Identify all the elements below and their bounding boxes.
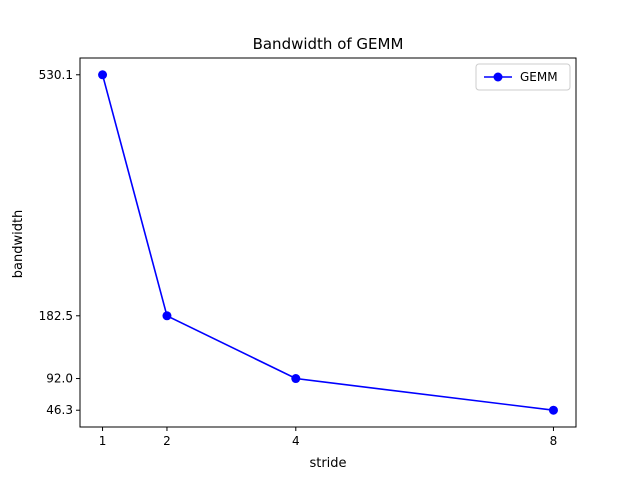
axes-frame (79, 57, 577, 428)
chart-title: Bandwidth of GEMM (253, 35, 404, 53)
x-tick-label: 2 (163, 434, 171, 448)
y-tick-label: 530.1 (39, 68, 73, 82)
series-line (101, 74, 554, 412)
y-tick-label: 182.5 (39, 309, 73, 323)
legend-marker (493, 72, 503, 82)
x-axis-label: stride (309, 456, 346, 471)
y-axis-label: bandwidth (11, 210, 26, 279)
y-tick-label: 92.0 (46, 372, 73, 386)
y-tick-label: 46.3 (46, 403, 73, 417)
data-point (548, 405, 558, 415)
x-tick-label: 8 (550, 434, 558, 448)
plot-area: 1 2 4 8 46.3 92.0 182.5 530.1 (39, 57, 577, 448)
legend-box (475, 63, 571, 91)
legend-label: GEMM (520, 70, 558, 84)
legend: GEMM (475, 63, 571, 91)
data-point (98, 70, 108, 80)
data-point (162, 311, 172, 321)
x-tick-label: 1 (99, 434, 107, 448)
data-point (291, 374, 301, 384)
x-tick-label: 4 (292, 434, 300, 448)
